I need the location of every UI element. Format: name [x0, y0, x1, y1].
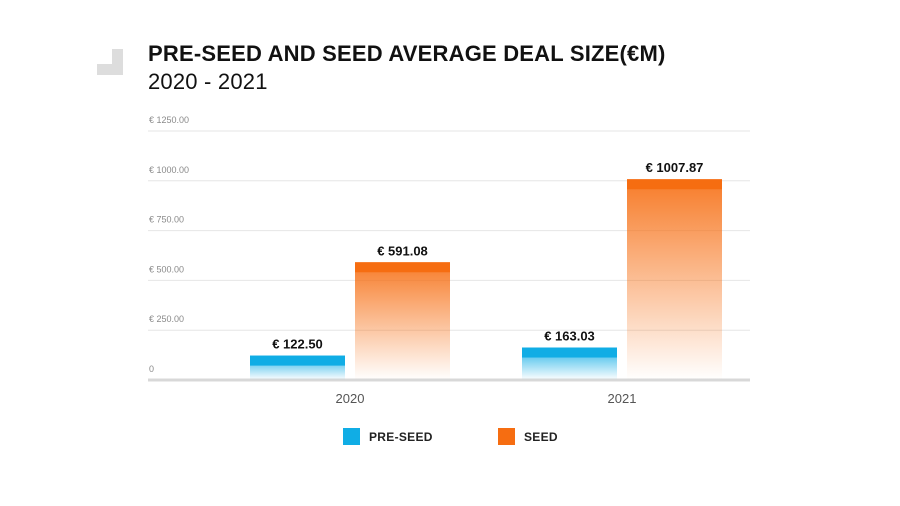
legend-item-pre-seed: PRE-SEED	[343, 428, 433, 445]
x-axis-tick-labels: 2020 2021	[336, 391, 637, 406]
bar-seed-2020	[355, 262, 450, 380]
legend-label-seed: SEED	[524, 429, 558, 444]
y-axis-tick-labels: 0 € 250.00 € 500.00 € 750.00 € 1000.00 € 1250…	[149, 115, 189, 374]
chart-title-years: 2020 - 2021	[148, 69, 268, 94]
x-tick-label-2020: 2020	[336, 391, 365, 406]
bars	[250, 179, 722, 380]
data-label-seed-2020: € 591.08	[377, 243, 428, 258]
y-tick-label: € 500.00	[149, 264, 184, 274]
legend-label-pre-seed: PRE-SEED	[369, 429, 433, 444]
x-tick-label-2021: 2021	[608, 391, 637, 406]
y-tick-label: € 250.00	[149, 314, 184, 324]
chart-legend: PRE-SEED SEED	[0, 428, 900, 448]
legend-swatch-seed	[498, 428, 515, 445]
y-tick-label: € 1000.00	[149, 165, 189, 175]
bar-cap-seed-2020	[355, 262, 450, 273]
data-labels: € 122.50 € 591.08 € 163.03 € 1007.87	[272, 160, 703, 351]
y-tick-label: € 1250.00	[149, 115, 189, 125]
data-label-pre-seed-2021: € 163.03	[544, 329, 595, 344]
bar-cap-pre-seed-2021	[522, 347, 617, 358]
y-tick-label: 0	[149, 364, 154, 374]
brand-logo-icon	[97, 49, 123, 75]
data-label-seed-2021: € 1007.87	[646, 160, 704, 175]
bar-cap-seed-2021	[627, 179, 722, 190]
data-label-pre-seed-2020: € 122.50	[272, 337, 323, 352]
legend-item-seed: SEED	[498, 428, 558, 445]
legend-swatch-pre-seed	[343, 428, 360, 445]
bar-seed-2021	[627, 179, 722, 380]
bar-cap-pre-seed-2020	[250, 355, 345, 366]
chart-title-main: PRE-SEED AND SEED AVERAGE DEAL SIZE(€M)	[148, 41, 666, 66]
chart-title: PRE-SEED AND SEED AVERAGE DEAL SIZE(€M) …	[148, 40, 666, 96]
y-tick-label: € 750.00	[149, 215, 184, 225]
